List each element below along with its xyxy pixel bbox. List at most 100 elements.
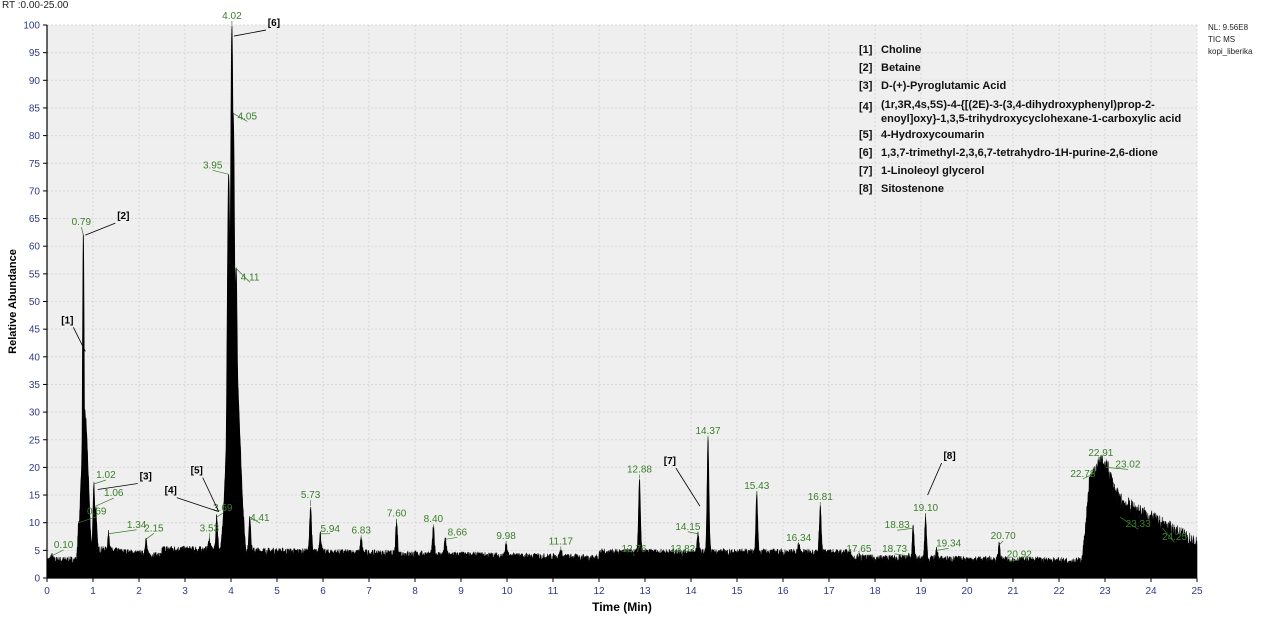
legend-name: 4-Hydroxycoumarin	[881, 129, 985, 141]
y-tick-label: 20	[29, 463, 41, 474]
annotation-leader	[85, 222, 116, 236]
peak-leader	[95, 497, 114, 507]
x-tick-label: 9	[458, 586, 464, 597]
peak-label: 9.98	[496, 531, 516, 542]
x-tick-label: 10	[501, 586, 513, 597]
peak-label: 3.95	[203, 160, 223, 171]
legend-tag: [8]	[859, 183, 873, 195]
legend-tag: [4]	[859, 101, 873, 113]
annotation-label: [2]	[117, 211, 129, 222]
legend-tag: [5]	[859, 129, 873, 141]
peak-leader	[216, 512, 223, 518]
y-tick-label: 100	[23, 21, 40, 32]
annotation-leader	[202, 477, 220, 512]
peak-label: 4.02	[222, 11, 242, 22]
legend-name: Choline	[881, 44, 922, 56]
peak-leader	[78, 516, 97, 524]
y-tick-label: 70	[29, 186, 41, 197]
peak-label: 4.05	[238, 111, 258, 122]
peak-label: 4.11	[241, 272, 260, 283]
compound-legend: [1] Choline [2] Betaine [3] D-(+)-Pyrogluta…	[859, 41, 1181, 198]
x-tick-label: 13	[639, 586, 651, 597]
legend-item: [1] Choline	[859, 41, 1181, 59]
legend-item: [4] (1r,3R,4s,5S)-4-{[(2E)-3-(3,4-dihydro…	[859, 95, 1181, 126]
legend-tag: [6]	[859, 147, 873, 159]
x-tick-label: 8	[412, 586, 418, 597]
x-tick-label: 1	[90, 586, 96, 597]
x-tick-label: 23	[1099, 586, 1111, 597]
peak-label: 20.92	[1007, 549, 1032, 560]
peak-label: 4.41	[250, 513, 270, 524]
legend-name: Sitostenone	[881, 183, 944, 195]
x-tick-label: 18	[869, 586, 881, 597]
sample-name: kopi_liberika	[1208, 47, 1253, 56]
legend-item: [7] 1-Linoleoyl glycerol	[859, 162, 1181, 180]
peak-label: 24.25	[1162, 532, 1187, 543]
tic-label: TIC MS	[1208, 35, 1236, 44]
y-axis-label: Relative Abundance	[7, 249, 19, 354]
x-tick-label: 2	[136, 586, 142, 597]
legend-name: Betaine	[881, 62, 921, 74]
y-tick-label: 45	[29, 325, 41, 336]
legend-tag: [7]	[859, 165, 873, 177]
legend-tag: [2]	[859, 62, 873, 74]
annotation-leader	[675, 467, 701, 507]
x-tick-label: 3	[182, 586, 188, 597]
peak-label: 13.82	[670, 544, 695, 555]
peak-leader	[1009, 559, 1020, 562]
peak-leader	[445, 536, 458, 540]
peak-leader	[894, 553, 909, 557]
y-tick-label: 85	[29, 103, 41, 114]
annotation-label: [6]	[268, 18, 280, 29]
legend-item: [2] Betaine	[859, 59, 1181, 77]
legend-name: D-(+)-Pyroglutamic Acid	[881, 80, 1007, 92]
x-tick-label: 15	[731, 586, 743, 597]
x-axis-label: Time (Min)	[592, 600, 652, 614]
x-tick-label: 7	[366, 586, 372, 597]
annotation-label: [1]	[61, 315, 73, 326]
peak-label: 14.37	[696, 426, 721, 437]
legend-name: 1-Linoleoyl glycerol	[881, 165, 985, 177]
peak-label: 0.79	[72, 217, 92, 228]
y-tick-label: 10	[29, 518, 41, 529]
annotation-leader	[97, 483, 138, 490]
peak-leader	[81, 227, 84, 236]
x-tick-label: 22	[1053, 586, 1065, 597]
peak-label: 5.94	[321, 524, 341, 535]
peak-leader	[249, 516, 261, 524]
peak-label: 16.81	[808, 492, 833, 503]
legend-name-line1: (1r,3R,4s,5S)-4-{[(2E)-3-(3,4-dihydroxyp…	[881, 99, 1155, 111]
peak-label: 22.78	[1070, 469, 1095, 480]
x-tick-label: 6	[320, 586, 326, 597]
x-tick-label: 14	[685, 586, 697, 597]
peak-label: 22.91	[1088, 448, 1113, 459]
y-tick-label: 40	[29, 352, 41, 363]
peak-label: 17.65	[846, 544, 871, 555]
x-tick-label: 20	[961, 586, 973, 597]
peak-leader	[108, 529, 137, 535]
peak-label: 15.43	[744, 481, 769, 492]
peak-label: 1.06	[104, 488, 124, 499]
compound-annotations: [1] [2] [3] [4] [5] [6] [7] [8]	[61, 18, 956, 513]
peak-leader	[93, 479, 107, 485]
y-tick-label: 25	[29, 435, 41, 446]
peak-leader	[51, 549, 64, 557]
peak-label: 19.10	[913, 503, 938, 514]
peak-label: 1.02	[96, 470, 116, 481]
y-tick-label: 60	[29, 242, 41, 253]
y-tick-label: 30	[29, 408, 41, 419]
y-tick-label: 80	[29, 131, 41, 142]
legend-item: [3] D-(+)-Pyroglutamic Acid	[859, 77, 1181, 95]
x-tick-label: 4	[228, 586, 234, 597]
peak-leader	[1105, 467, 1128, 470]
peak-label: 12.88	[627, 464, 652, 475]
peak-label: 20.70	[991, 531, 1016, 542]
x-tick-label: 16	[777, 586, 789, 597]
peak-label: 1.34	[127, 520, 147, 531]
annotation-label: [4]	[165, 486, 177, 497]
peak-label: 19.34	[936, 538, 961, 549]
y-tick-label: 0	[34, 574, 40, 585]
peak-label: 14.15	[675, 522, 700, 533]
peak-label: 0.69	[87, 507, 107, 518]
rt-range-label: RT :0.00-25.00	[2, 0, 69, 11]
